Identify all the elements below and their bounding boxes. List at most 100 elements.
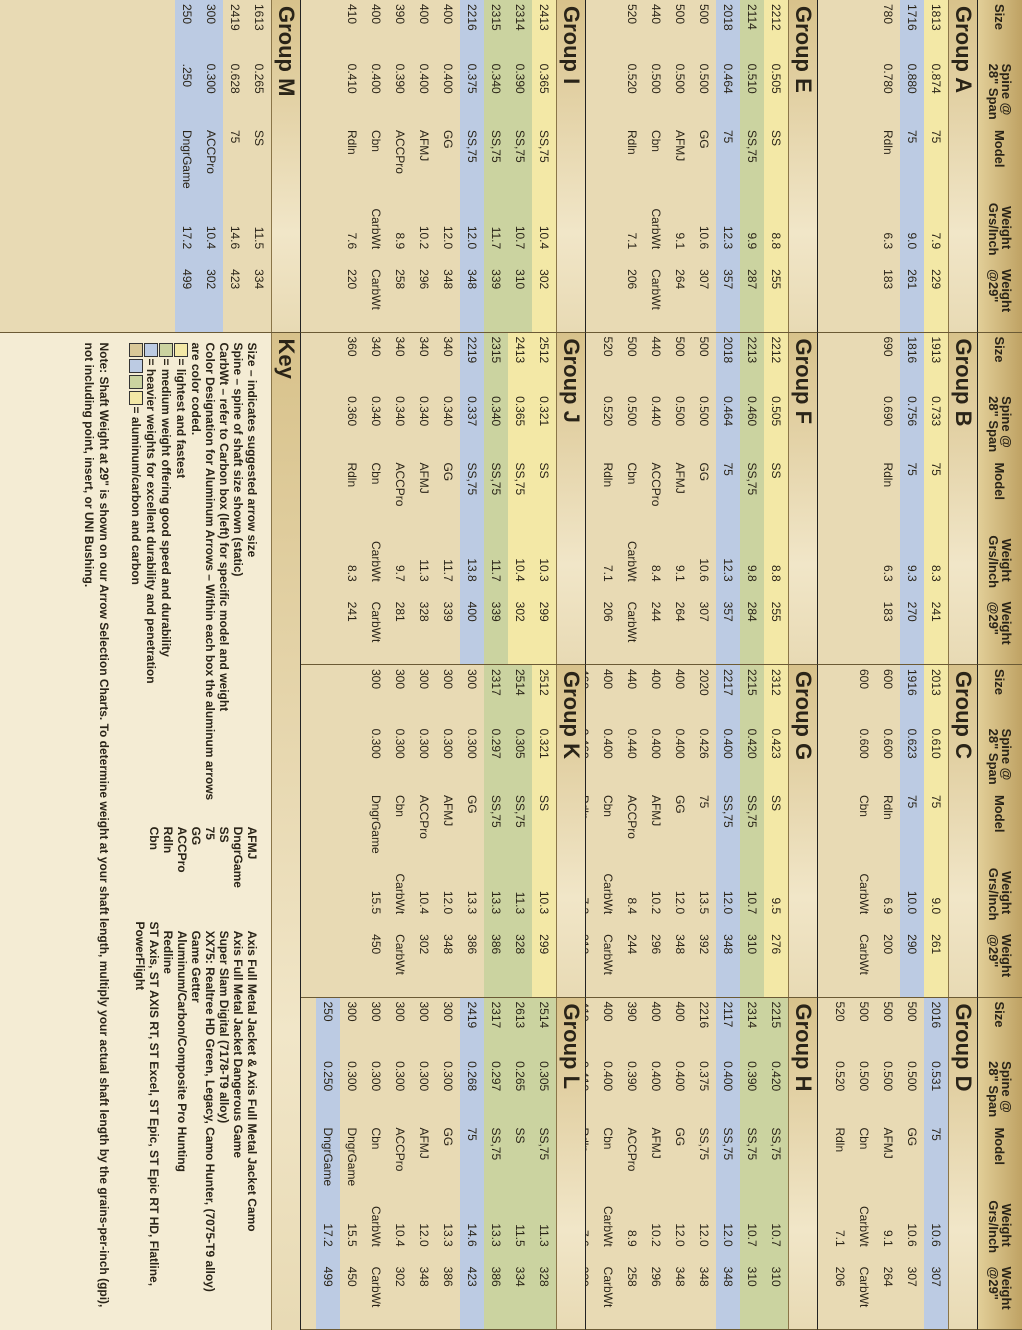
cell: SS,75 [537, 129, 551, 163]
arrow-row: 500 0.500 AFMJ 9.1 264 [668, 0, 692, 332]
cell: CarbWt [625, 541, 639, 582]
cell: 0.390 [513, 63, 527, 94]
swatch [129, 374, 144, 389]
cell: 302 [417, 934, 431, 955]
cell: 12.0 [465, 225, 479, 250]
cell: CarbWt [625, 601, 639, 643]
arrow-row: 2018 0.464 75 12.3 357 [716, 0, 740, 332]
cell: 2419 [465, 1001, 479, 1029]
arrow-row: 250 .250 DngrGame 17.2 499 [175, 0, 199, 332]
cell: 10.6 [697, 558, 711, 582]
cell: ACCPro [393, 462, 407, 507]
cell: 7.1 [833, 1229, 847, 1247]
cell: 310 [513, 269, 527, 290]
cell: DngrGame [369, 794, 383, 854]
cell: SS,75 [769, 1127, 783, 1161]
arrow-row: 2212 0.505 SS 8.8 255 [764, 0, 788, 332]
arrow-row: 500 0.500 Cbn CarbWt CarbWt [620, 333, 644, 665]
cell: 440 [625, 669, 639, 690]
cell: 460 [586, 669, 591, 690]
cell: AFMJ [673, 462, 687, 494]
cell: 0.340 [393, 396, 407, 427]
cell: ACCPro [625, 794, 639, 839]
group-title: Group H [788, 997, 817, 1329]
abbr-code: SS [217, 826, 231, 843]
key-box: Key Size – indicates suggested arrow size… [0, 332, 301, 1330]
cell: SS,75 [489, 462, 503, 496]
group-title: Group I [556, 0, 585, 332]
cell: 0.365 [537, 63, 551, 94]
cell: 75 [929, 1127, 943, 1141]
cell: 300 [441, 669, 455, 690]
cell: 500 [673, 336, 687, 357]
cell: 6.9 [881, 897, 895, 915]
cell: SS,75 [697, 1127, 711, 1161]
cell: GG [441, 129, 455, 149]
cell: SS [252, 129, 266, 146]
legend-text: = lightest and fastest [174, 358, 189, 479]
arrow-row: 400 0.400 GG 12.0 348 [668, 665, 692, 997]
cell: 8.3 [345, 564, 359, 582]
cell: 400 [465, 601, 479, 622]
abbr-desc: Redline [161, 930, 175, 974]
cell: SS [769, 129, 783, 146]
cell: 1813 [929, 4, 943, 31]
cell: 300 [393, 1001, 407, 1022]
cell: 0.268 [465, 1061, 479, 1092]
arrow-row: 300 0.300 Cbn CarbWt CarbWt [388, 665, 412, 997]
cell: 0.500 [673, 396, 687, 427]
cell: Rdln [345, 462, 359, 488]
cell: 450 [345, 1266, 359, 1287]
cell: 220 [586, 1266, 591, 1287]
cell: 10.4 [513, 558, 527, 582]
cell: 0.297 [489, 1061, 503, 1092]
cell: 300 [369, 1001, 383, 1022]
cell: 255 [769, 269, 783, 290]
swatch [129, 358, 144, 373]
cell: 0.340 [489, 63, 503, 94]
cell: 0.375 [465, 63, 479, 94]
cell: 0.520 [625, 63, 639, 94]
cell: 2413 [513, 336, 527, 364]
cell: 2016 [929, 1001, 943, 1029]
cell: 15.5 [369, 890, 383, 915]
cell: 75 [721, 462, 735, 476]
cell: 75 [697, 794, 711, 809]
cell: 12.0 [721, 1223, 735, 1247]
cell: 500 [697, 336, 711, 357]
arrow-row: 2217 0.400 SS,75 12.0 348 [716, 665, 740, 997]
cell: 0.300 [441, 1061, 455, 1092]
cell: 264 [881, 1266, 895, 1287]
arrow-row: 2312 0.423 SS 9.5 276 [764, 665, 788, 997]
abbreviation: ACCPro Aluminum/Carbon/Composite Pro Hunt… [175, 827, 189, 1320]
header-cell: Weight Grs/Inch [986, 867, 1014, 921]
cell: 386 [441, 1266, 455, 1287]
legend-item: = heavier weights for excellent durabili… [144, 342, 159, 817]
cell: 17.2 [321, 1223, 335, 1247]
header-cell: Model [992, 794, 1008, 833]
cell: 0.500 [649, 63, 663, 94]
cell: 348 [673, 934, 687, 955]
cell: CarbWt [369, 208, 383, 250]
cell: 296 [649, 934, 663, 955]
cell: 12.0 [721, 890, 735, 915]
cell: Rdln [345, 129, 359, 155]
cell: 2213 [745, 336, 759, 364]
swatch [129, 390, 144, 405]
cell: 206 [833, 1266, 847, 1287]
cell: 75 [929, 462, 943, 476]
cell: 1613 [252, 4, 266, 31]
cell: 2018 [721, 336, 735, 364]
cell: 299 [537, 934, 551, 955]
cell: 75 [721, 129, 735, 144]
cell: 2216 [465, 4, 479, 31]
cell: 75 [929, 129, 943, 144]
cell: 2212 [769, 336, 783, 364]
cell: 13.3 [441, 1223, 455, 1247]
cell: Cbn [601, 794, 615, 817]
cell: 9.5 [769, 897, 783, 915]
cell: 8.9 [625, 1229, 639, 1247]
cell: 300 [417, 1001, 431, 1022]
definition: Spine – spine of shaft size shown (stati… [231, 342, 245, 577]
cell: 310 [745, 1266, 759, 1287]
